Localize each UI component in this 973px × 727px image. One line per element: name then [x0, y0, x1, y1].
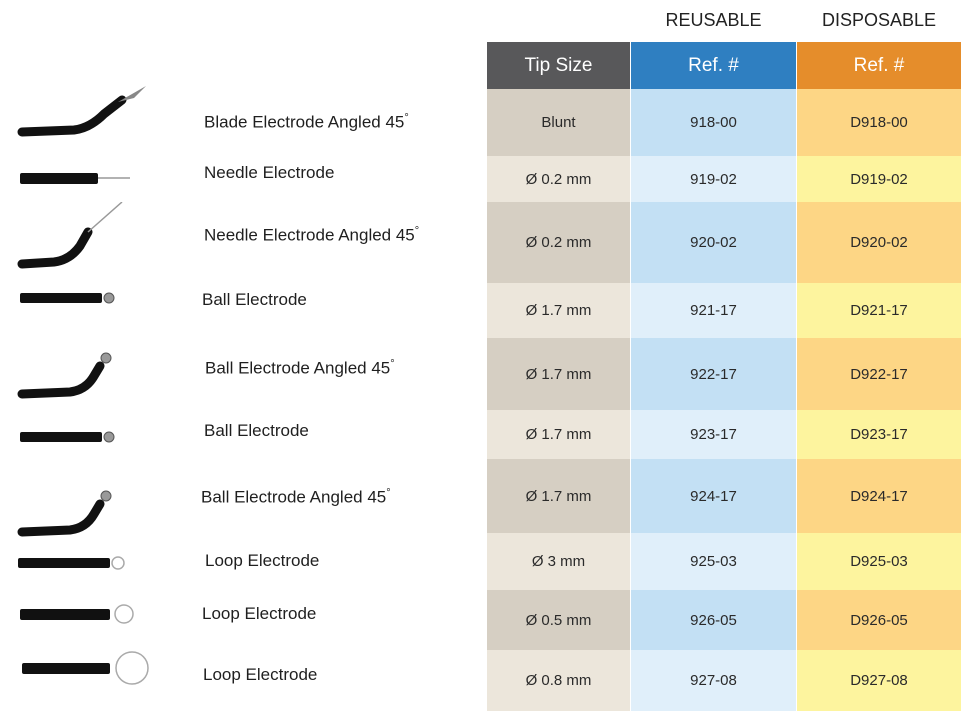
loop-electrode-medium-icon — [14, 598, 164, 632]
disposable-ref-cell: D925-03 — [797, 533, 961, 590]
reusable-ref-cell: 919-02 — [631, 156, 796, 202]
reusable-ref-cell: 927-08 — [631, 650, 796, 711]
electrode-name: Ball Electrode Angled 45° — [201, 487, 391, 507]
header-tip-size: Tip Size — [487, 42, 630, 89]
tip-size-cell: Ø 0.8 mm — [487, 650, 630, 711]
tip-size-cell: Ø 1.7 mm — [487, 459, 630, 533]
electrode-name: Loop Electrode — [202, 604, 317, 623]
disposable-ref-cell: D921-17 — [797, 283, 961, 338]
ball-electrode-icon — [14, 425, 164, 449]
ball-electrode-icon — [14, 286, 164, 310]
reusable-ref-cell: 920-02 — [631, 202, 796, 283]
reusable-ref-cell: 923-17 — [631, 410, 796, 459]
ball-angled-electrode-icon — [14, 342, 164, 412]
disposable-ref-cell: D922-17 — [797, 338, 961, 410]
reusable-ref-cell: 924-17 — [631, 459, 796, 533]
tip-size-cell: Blunt — [487, 89, 630, 156]
needle-angled-electrode-icon — [14, 202, 164, 282]
electrode-name: Needle Electrode Angled 45° — [204, 225, 420, 245]
ball-angled-electrode-icon — [14, 480, 164, 550]
tip-size-cell: Ø 0.2 mm — [487, 202, 630, 283]
column-group-disposable: DISPOSABLE — [821, 10, 937, 30]
disposable-ref-cell: D926-05 — [797, 590, 961, 650]
header-disposable-ref: Ref. # — [797, 42, 961, 89]
reusable-ref-cell: 918-00 — [631, 89, 796, 156]
disposable-ref-cell: D927-08 — [797, 650, 961, 711]
loop-electrode-small-icon — [14, 551, 164, 575]
degree-symbol: ° — [390, 358, 395, 370]
electrode-name: Ball Electrode — [204, 421, 309, 440]
tip-size-cell: Ø 1.7 mm — [487, 410, 630, 459]
degree-symbol: ° — [404, 112, 409, 124]
disposable-ref-cell: D918-00 — [797, 89, 961, 156]
loop-electrode-large-icon — [14, 648, 164, 692]
tip-size-cell: Ø 1.7 mm — [487, 338, 630, 410]
tip-size-cell: Ø 3 mm — [487, 533, 630, 590]
reusable-ref-cell: 921-17 — [631, 283, 796, 338]
header-reusable-ref: Ref. # — [631, 42, 796, 89]
column-group-reusable: REUSABLE — [665, 10, 762, 30]
electrode-name: Ball Electrode — [202, 290, 307, 309]
needle-electrode-icon — [14, 166, 164, 190]
reusable-ref-cell: 925-03 — [631, 533, 796, 590]
tip-size-cell: Ø 1.7 mm — [487, 283, 630, 338]
disposable-ref-cell: D924-17 — [797, 459, 961, 533]
electrode-name: Loop Electrode — [205, 551, 320, 570]
reusable-ref-cell: 926-05 — [631, 590, 796, 650]
disposable-ref-cell: D920-02 — [797, 202, 961, 283]
disposable-ref-cell: D923-17 — [797, 410, 961, 459]
blade-angled-electrode-icon — [14, 84, 164, 144]
reusable-ref-cell: 922-17 — [631, 338, 796, 410]
electrode-name: Needle Electrode — [204, 163, 335, 182]
tip-size-cell: Ø 0.5 mm — [487, 590, 630, 650]
electrode-name: Ball Electrode Angled 45° — [205, 358, 395, 378]
disposable-ref-cell: D919-02 — [797, 156, 961, 202]
degree-symbol: ° — [386, 487, 391, 499]
tip-size-cell: Ø 0.2 mm — [487, 156, 630, 202]
electrode-name: Blade Electrode Angled 45° — [204, 112, 409, 132]
electrode-name: Loop Electrode — [203, 665, 318, 684]
degree-symbol: ° — [414, 225, 420, 237]
